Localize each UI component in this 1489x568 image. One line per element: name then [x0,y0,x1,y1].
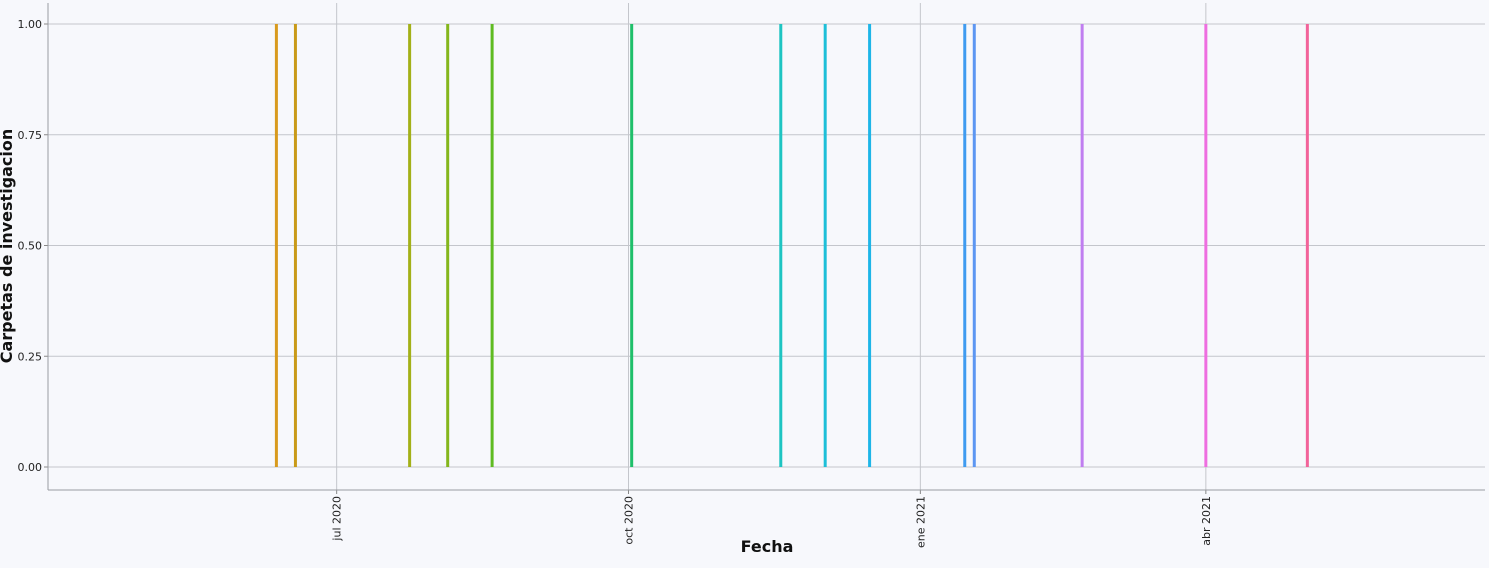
bar [779,24,783,467]
y-axis-title: Carpetas de investigacion [0,129,16,364]
bars-layer [274,24,1309,467]
x-tick-label: abr 2021 [1200,496,1213,546]
labels-layer: 0.00 0.25 0.50 0.75 1.00 jul 2020 oct 2020 ene … [18,18,1213,548]
x-tick-label: jul 2020 [331,496,344,542]
bar [408,24,412,467]
bar [490,24,494,467]
plot-area [48,3,1485,490]
y-tick-label: 1.00 [18,18,43,31]
x-tick-label: oct 2020 [623,496,636,545]
bar [972,24,976,467]
x-tick-label: ene 2021 [914,496,927,548]
bar [1080,24,1084,467]
bar [293,24,297,467]
bar [1305,24,1309,467]
grid-layer [48,3,1485,490]
bar [868,24,872,467]
x-axis-title: Fecha [741,537,794,556]
bar [274,24,278,467]
bar [446,24,450,467]
bar [1204,24,1208,467]
y-tick-label: 0.25 [18,350,43,363]
y-tick-label: 0.75 [18,129,43,142]
axes-layer [44,3,1485,494]
bar [963,24,967,467]
bar [630,24,634,467]
bar [823,24,827,467]
y-tick-label: 0.50 [18,240,43,253]
y-tick-label: 0.00 [18,461,43,474]
